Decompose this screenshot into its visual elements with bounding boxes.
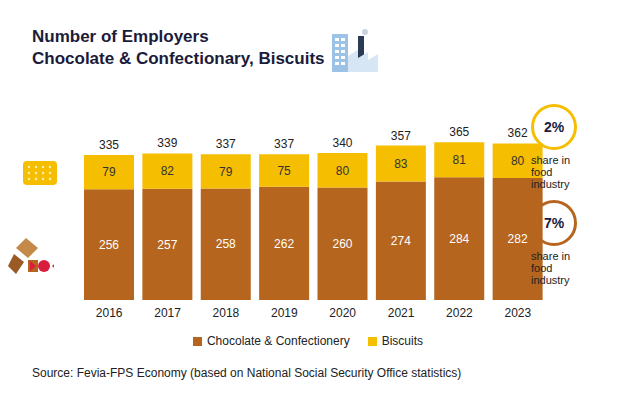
svg-text:262: 262	[274, 237, 294, 251]
svg-text:340: 340	[332, 136, 352, 150]
html-text:share in food industry: share in food industry	[531, 250, 571, 286]
svg-text:2022: 2022	[446, 306, 473, 320]
svg-text:83: 83	[394, 157, 408, 171]
html-text:Source: Fevia-FPS Economy (bas: Source: Fevia-FPS Economy (based on Nati…	[32, 366, 462, 380]
svg-text:335: 335	[99, 138, 119, 152]
svg-text:365: 365	[449, 125, 469, 139]
svg-text:282: 282	[508, 232, 528, 246]
html-text:2%: 2%	[543, 119, 565, 135]
svg-text:258: 258	[216, 237, 236, 251]
svg-text:82: 82	[161, 164, 175, 178]
svg-text:284: 284	[449, 232, 469, 246]
svg-text:2017: 2017	[154, 306, 181, 320]
svg-text:2023: 2023	[504, 306, 531, 320]
svg-text:2020: 2020	[329, 306, 356, 320]
html-text:share in food industry: share in food industry	[531, 154, 571, 190]
svg-text:257: 257	[157, 238, 177, 252]
svg-text:79: 79	[102, 165, 116, 179]
svg-text:80: 80	[336, 164, 350, 178]
svg-text:80: 80	[511, 154, 525, 168]
svg-text:274: 274	[391, 234, 411, 248]
svg-text:75: 75	[277, 164, 291, 178]
html-text:Biscuits: Biscuits	[381, 334, 423, 348]
html-text:Chocolate & Confectionery: Chocolate & Confectionery	[207, 334, 350, 348]
svg-text:2019: 2019	[271, 306, 298, 320]
svg-text:362: 362	[508, 126, 528, 140]
html-text:Number of Employers: Number of Employers	[32, 27, 209, 46]
svg-text:2018: 2018	[213, 306, 240, 320]
svg-text:256: 256	[99, 238, 119, 252]
svg-text:357: 357	[391, 129, 411, 143]
html-text:Chocolate & Confectionary, Bis: Chocolate & Confectionary, Biscuits	[32, 49, 325, 68]
svg-text:260: 260	[332, 237, 352, 251]
svg-text:2016: 2016	[96, 306, 123, 320]
svg-text:2021: 2021	[388, 306, 415, 320]
html-text:7%: 7%	[543, 215, 565, 231]
svg-text:337: 337	[216, 137, 236, 151]
svg-text:339: 339	[157, 136, 177, 150]
svg-text:337: 337	[274, 137, 294, 151]
svg-text:79: 79	[219, 165, 233, 179]
svg-text:81: 81	[453, 153, 467, 167]
